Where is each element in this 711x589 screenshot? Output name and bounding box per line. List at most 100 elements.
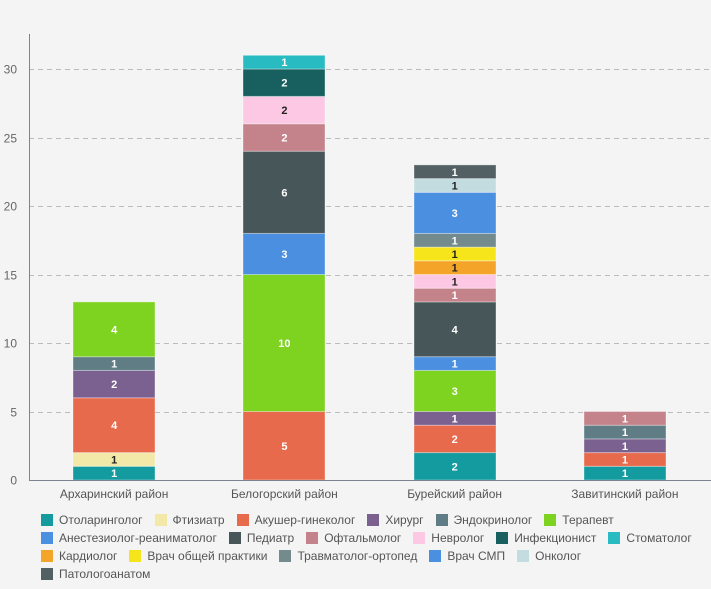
legend-item[interactable]: Стоматолог xyxy=(608,531,692,545)
bar-segment[interactable] xyxy=(413,301,497,358)
bar-segment[interactable] xyxy=(413,178,497,193)
data-label: 4 xyxy=(452,324,459,336)
legend-swatch-icon xyxy=(154,513,167,526)
bar-segment[interactable] xyxy=(413,164,497,180)
legend-item[interactable]: Хирург xyxy=(367,513,424,527)
bar-segment[interactable] xyxy=(413,191,497,234)
legend-label: Анестезиолог-реаниматолог xyxy=(59,530,217,545)
legend-label: Патологоанатом xyxy=(59,566,151,581)
legend-label: Офтальмолог xyxy=(324,530,402,545)
legend-item[interactable]: Акушер-гинеколог xyxy=(236,512,356,527)
legend-swatch-icon xyxy=(435,513,448,526)
data-label: 3 xyxy=(281,249,287,261)
legend-swatch-icon xyxy=(429,549,442,562)
bar-stack[interactable]: 1 1 4 2 1 4 xyxy=(72,301,156,481)
data-label: 4 xyxy=(111,420,118,432)
data-label: 5 xyxy=(281,441,287,453)
data-label: 2 xyxy=(452,434,458,446)
bar-segment[interactable] xyxy=(242,54,326,70)
legend-item[interactable]: Кардиолог xyxy=(41,548,118,563)
legend-label: Акушер-гинеколог xyxy=(254,512,356,527)
legend-swatch-icon xyxy=(236,513,249,526)
legend-label: Врач общей практики xyxy=(147,548,268,563)
data-label: 2 xyxy=(281,105,287,117)
bar-segment[interactable] xyxy=(72,369,156,399)
legend-item[interactable]: Эндокринолог xyxy=(435,513,532,527)
bar-segment[interactable] xyxy=(583,411,667,426)
bar-stack[interactable]: 5 10 3 6 2 2 2 1 xyxy=(242,54,326,481)
legend-item[interactable]: Терапевт xyxy=(544,512,614,527)
data-label: 3 xyxy=(452,386,458,398)
x-tick-label: Бурейский район xyxy=(407,487,502,501)
legend-item[interactable]: Инфекционист xyxy=(496,530,597,545)
data-label: 2 xyxy=(452,461,458,473)
bar-segment[interactable] xyxy=(242,274,326,412)
data-label: 1 xyxy=(452,180,458,192)
bar-segment[interactable] xyxy=(72,452,156,467)
data-label: 1 xyxy=(452,249,458,261)
legend-swatch-icon xyxy=(496,531,509,544)
legend-item[interactable]: Травматолог-ортопед xyxy=(279,548,418,563)
data-label: 2 xyxy=(281,133,287,145)
data-label: 10 xyxy=(278,338,290,350)
bar-segment[interactable] xyxy=(413,246,497,262)
legend-item[interactable]: Анестезиолог-реаниматолог xyxy=(41,530,217,545)
legend-label: Терапевт xyxy=(562,512,614,527)
legend-swatch-icon xyxy=(367,513,380,526)
data-label: 1 xyxy=(111,454,117,466)
legend-label: Инфекционист xyxy=(514,530,597,545)
legend-item[interactable]: Невролог xyxy=(413,530,485,545)
data-label: 1 xyxy=(452,413,458,425)
legend-label: Фтизиатр xyxy=(172,512,225,527)
data-label: 1 xyxy=(622,468,628,480)
legend: Отоларинголог Фтизиатр Акушер-гинеколог Хир… xyxy=(41,512,711,581)
y-tick-label: 30 xyxy=(4,63,18,77)
legend-item[interactable]: Фтизиатр xyxy=(154,512,225,527)
bar-segment[interactable] xyxy=(413,369,497,412)
data-label: 1 xyxy=(622,441,628,453)
data-label: 3 xyxy=(452,208,458,220)
bar-segment[interactable] xyxy=(72,397,156,454)
legend-swatch-icon xyxy=(41,531,53,544)
data-label: 1 xyxy=(111,468,117,480)
data-label: 1 xyxy=(452,263,458,275)
legend-swatch-icon xyxy=(279,549,292,562)
y-tick-label: 25 xyxy=(4,132,18,146)
legend-label: Травматолог-ортопед xyxy=(297,548,418,563)
x-axis-labels: Архаринский район Белогорский район Бурейс… xyxy=(60,487,679,501)
y-tick-label: 0 xyxy=(10,474,17,488)
legend-item[interactable]: Офтальмолог xyxy=(306,530,402,545)
legend-label: Кардиолог xyxy=(59,548,118,563)
legend-swatch-icon xyxy=(306,531,319,544)
legend-label: Педиатр xyxy=(246,530,295,545)
bar-segment[interactable] xyxy=(242,411,326,481)
legend-label: Отоларинголог xyxy=(59,512,143,527)
x-tick-label: Белогорский район xyxy=(231,487,338,501)
data-label: 2 xyxy=(111,379,117,391)
bar-segment[interactable] xyxy=(72,356,156,371)
legend-item[interactable]: Врач общей практики xyxy=(129,548,268,563)
data-label: 1 xyxy=(452,290,458,302)
legend-label: Онколог xyxy=(535,548,582,563)
legend-item[interactable]: Отоларинголог xyxy=(41,512,143,527)
legend-label: Невролог xyxy=(431,530,485,545)
legend-swatch-icon xyxy=(41,513,53,526)
data-label: 1 xyxy=(452,359,458,371)
bar-segment[interactable] xyxy=(413,424,497,454)
legend-item[interactable]: Врач СМП xyxy=(429,549,505,563)
data-label: 1 xyxy=(452,276,458,288)
legend-item[interactable]: Онколог xyxy=(517,548,582,563)
data-label: 1 xyxy=(622,413,628,425)
legend-item[interactable]: Патологоанатом xyxy=(41,566,151,581)
bar-segment[interactable] xyxy=(72,301,156,358)
bar-segment[interactable] xyxy=(413,356,497,371)
data-label: 1 xyxy=(452,235,458,247)
legend-item[interactable]: Педиатр xyxy=(228,530,295,545)
bar-segment[interactable] xyxy=(413,452,497,481)
bar-segment[interactable] xyxy=(242,68,326,97)
legend-swatch-icon xyxy=(41,567,53,580)
